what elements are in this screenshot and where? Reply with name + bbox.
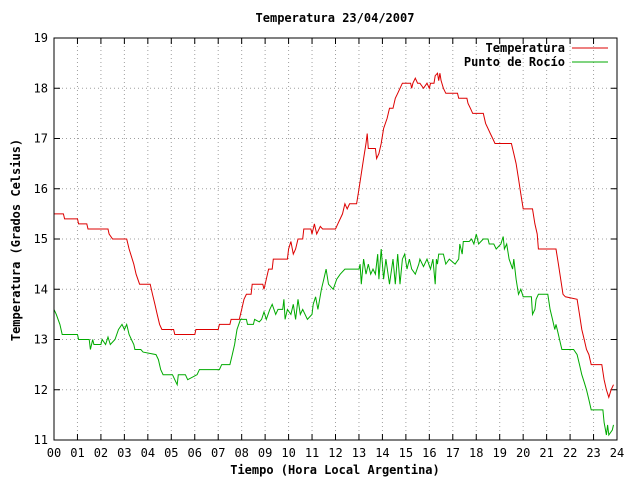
x-tick-label: 16 (422, 446, 436, 460)
y-tick-label: 11 (34, 433, 48, 447)
series-line-punto-de-rocio (53, 233, 614, 437)
legend: Temperatura Punto de Rocío (464, 41, 608, 69)
y-tick-label: 15 (34, 232, 48, 246)
x-tick-label: 11 (305, 446, 319, 460)
x-tick-label: 04 (141, 446, 155, 460)
x-tick-label: 21 (539, 446, 553, 460)
x-tick-label: 22 (563, 446, 577, 460)
x-tick-label: 03 (117, 446, 131, 460)
y-tick-labels: 11 12 13 14 15 16 17 18 19 (34, 31, 48, 447)
x-tick-label: 00 (47, 446, 61, 460)
x-tick-label: 09 (258, 446, 272, 460)
x-tick-label: 05 (164, 446, 178, 460)
y-tick-label: 16 (34, 182, 48, 196)
y-tick-label: 17 (34, 132, 48, 146)
y-tick-label: 13 (34, 333, 48, 347)
y-tick-label: 12 (34, 383, 48, 397)
y-axis-title: Temperatura (Grados Celsius) (9, 139, 23, 341)
x-tick-label: 14 (375, 446, 389, 460)
x-tick-label: 12 (328, 446, 342, 460)
x-tick-label: 13 (352, 446, 366, 460)
series-line-temperatura (54, 72, 614, 399)
x-tick-label: 07 (211, 446, 225, 460)
y-tick-label: 19 (34, 31, 48, 45)
x-tick-label: 23 (586, 446, 600, 460)
x-tick-label: 02 (94, 446, 108, 460)
plot-frame (53, 37, 618, 441)
y-tick-label: 14 (34, 282, 48, 296)
chart-title: Temperatura 23/04/2007 (256, 11, 415, 25)
x-tick-label: 17 (446, 446, 460, 460)
x-tick-labels: 00 01 02 03 04 05 06 07 08 09 10 11 12 13 14 15 16 17 18 19… (47, 446, 624, 460)
y-tick-label: 18 (34, 81, 48, 95)
x-tick-label: 01 (70, 446, 84, 460)
x-axis-title: Tiempo (Hora Local Argentina) (230, 463, 440, 477)
x-tick-label: 20 (516, 446, 530, 460)
legend-label-punto-de-rocio: Punto de Rocío (464, 55, 565, 69)
x-tick-label: 19 (492, 446, 506, 460)
x-tick-label: 15 (399, 446, 413, 460)
x-tick-label: 10 (281, 446, 295, 460)
x-tick-label: 18 (469, 446, 483, 460)
x-tick-label: 08 (234, 446, 248, 460)
x-tick-label: 24 (610, 446, 624, 460)
grid-lines (54, 38, 617, 440)
x-tick-label: 06 (188, 446, 202, 460)
series-lines (53, 72, 614, 437)
legend-label-temperatura: Temperatura (486, 41, 565, 55)
